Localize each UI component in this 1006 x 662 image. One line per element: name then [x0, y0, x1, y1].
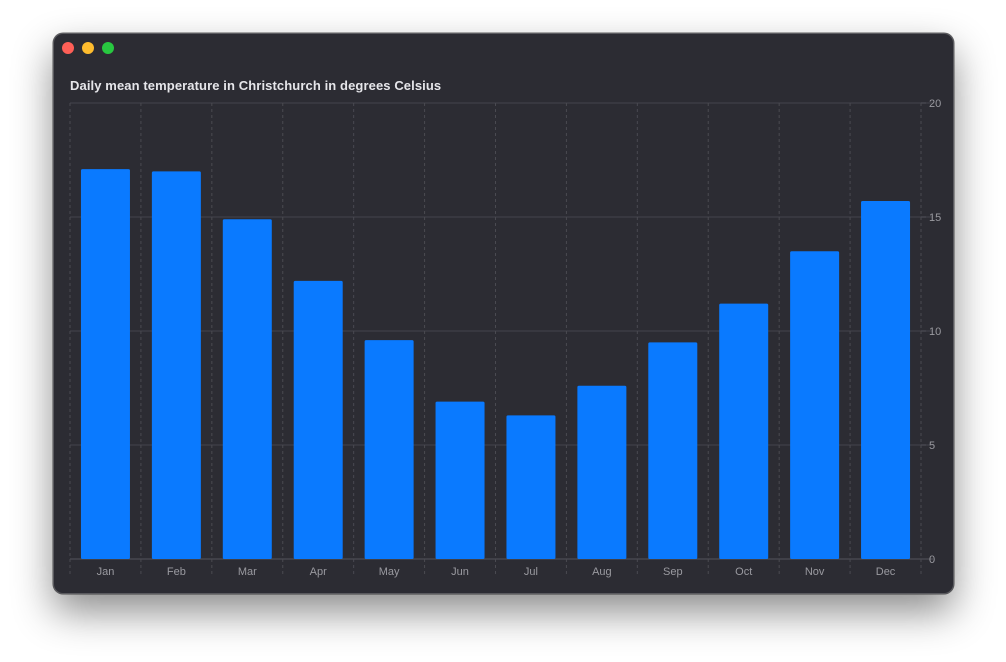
- y-tick-label: 15: [929, 212, 941, 224]
- x-tick-label: Apr: [310, 566, 327, 578]
- x-tick-label: May: [379, 566, 400, 578]
- app-window: Daily mean temperature in Christchurch i…: [53, 33, 954, 594]
- x-tick-label: Mar: [238, 566, 257, 578]
- zoom-button[interactable]: [102, 42, 114, 54]
- x-tick-label: Oct: [735, 566, 752, 578]
- bar-aug: [577, 385, 627, 559]
- labels-layer: 0 5 10 15 20 Jan Feb Mar Apr May Jun Jul Aug Sep Oct No…: [97, 98, 942, 578]
- chart-title: Daily mean temperature in Christchurch i…: [70, 78, 442, 93]
- bar-jun: [435, 401, 485, 559]
- bar-nov: [790, 251, 840, 559]
- y-tick-label: 5: [929, 440, 935, 452]
- bar-sep: [648, 342, 698, 559]
- bar-mar: [222, 219, 272, 559]
- minimize-button[interactable]: [82, 42, 94, 54]
- y-tick-label: 20: [929, 98, 941, 110]
- x-tick-label: Dec: [876, 566, 896, 578]
- x-tick-label: Nov: [805, 566, 825, 578]
- bar-jul: [506, 415, 556, 559]
- bar-chart: 0 5 10 15 20 Jan Feb Mar Apr May Jun Jul Aug Sep Oct No…: [69, 98, 942, 578]
- close-button[interactable]: [62, 42, 74, 54]
- bar-oct: [719, 303, 769, 559]
- y-tick-label: 10: [929, 326, 941, 338]
- x-tick-label: Jun: [451, 566, 469, 578]
- x-tick-label: Jul: [524, 566, 538, 578]
- bar-dec: [861, 201, 911, 560]
- bar-jan: [80, 169, 130, 559]
- x-tick-label: Sep: [663, 566, 683, 578]
- x-tick-label: Feb: [167, 566, 186, 578]
- bar-apr: [293, 280, 343, 559]
- bar-feb: [151, 171, 201, 559]
- grid-layer: [69, 102, 933, 577]
- bars-layer: [80, 169, 911, 560]
- x-tick-label: Jan: [97, 566, 115, 578]
- y-tick-label: 0: [929, 554, 935, 566]
- bar-may: [364, 340, 414, 559]
- x-tick-label: Aug: [592, 566, 612, 578]
